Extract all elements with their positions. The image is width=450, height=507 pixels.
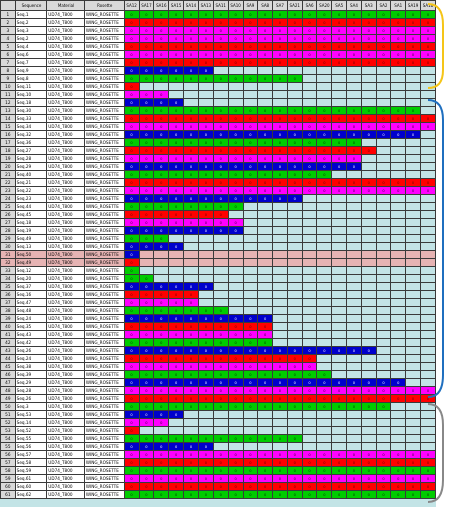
- table-row[interactable]: 44 Seq.24 UD74_T800 WING_ROSETTE 0 0 0 0 0 0 0 0 0 0 0…: [0, 354, 436, 363]
- table-row[interactable]: 60 Seq.60 UD74_T800 WING_ROSETTE 0 0 0 0 0 0 0 0 0 0 0…: [0, 482, 436, 491]
- table-row[interactable]: 41 Seq.43 UD74_T800 WING_ROSETTE 0 0 0 0 0 0 0 0 0 0: [0, 330, 436, 339]
- table-row[interactable]: 21 Seq.40 UD74_T800 WING_ROSETTE 0 0 0 0 0 0 0 0 0 0 0…: [0, 170, 436, 179]
- header-row: Sequence Material Rosette SA12 SA17 SA16 SA15 S…: [0, 0, 436, 11]
- table-row[interactable]: 12 Seq.18 UD74_T800 WING_ROSETTE 0 0 0 0: [0, 98, 436, 107]
- table-row[interactable]: 22 Seq.21 UD74_T800 WING_ROSETTE 0 0 0 0 0 0 0 0 0 0 0…: [0, 178, 436, 187]
- table-row[interactable]: 54 Seq.55 UD74_T800 WING_ROSETTE 0 0 0 0 0 0 0 0 0 0 0…: [0, 434, 436, 443]
- table-row[interactable]: 17 Seq.36 UD74_T800 WING_ROSETTE 0 0 0 0 0 0 0 0 0 0 0…: [0, 138, 436, 147]
- table-row[interactable]: 36 Seq.16 UD74_T800 WING_ROSETTE 0 0 0 0 0: [0, 290, 436, 299]
- ply-cell-filled[interactable]: 0: [286, 490, 303, 499]
- table-row[interactable]: 30 Seq.13 UD74_T800 WING_ROSETTE 0 0 0 0: [0, 242, 436, 251]
- table-row[interactable]: 32 Seq.49 UD74_T800 WING_ROSETTE 0: [0, 258, 436, 267]
- table-row[interactable]: 49 Seq.26 UD74_T800 WING_ROSETTE 0 0 0 0 0 0 0 0 0 0 0…: [0, 394, 436, 403]
- table-row[interactable]: 29 Seq.49 UD74_T800 WING_ROSETTE 0 0 0: [0, 234, 436, 243]
- table-row[interactable]: 4 Seq.2 UD74_T800 WING_ROSETTE 0 0 0 0 0 0 0 0 0 0 0 0 0…: [0, 34, 436, 43]
- table-row[interactable]: 1 Seq.1 UD74_T800 WING_ROSETTE 0 0 0 0 0 0 0 0 0 0 0 0 0…: [0, 10, 436, 19]
- table-row[interactable]: 24 Seq.23 UD74_T800 WING_ROSETTE 0 0 0 0 0 0 0 0 0 0 0…: [0, 194, 436, 203]
- table-row[interactable]: 38 Seq.48 UD74_T800 WING_ROSETTE 0 0 0 0 0 0 0: [0, 306, 436, 315]
- table-row[interactable]: 46 Seq.39 UD74_T800 WING_ROSETTE 0 0 0 0 0 0 0 0 0 0 0…: [0, 370, 436, 379]
- table-row[interactable]: 53 Seq.52 UD74_T800 WING_ROSETTE 0: [0, 426, 436, 435]
- table-row[interactable]: 52 Seq.14 UD74_T800 WING_ROSETTE 0 0 0: [0, 418, 436, 427]
- table-row[interactable]: 20 Seq.29 UD74_T800 WING_ROSETTE 0 0 0 0 0 0 0 0 0 0 0…: [0, 162, 436, 171]
- group-bracket-yellow: [427, 3, 444, 89]
- table-row[interactable]: 26 Seq.45 UD74_T800 WING_ROSETTE 0 0 0 0 0 0 0: [0, 210, 436, 219]
- table-row[interactable]: 11 Seq.10 UD74_T800 WING_ROSETTE 0 0 0: [0, 90, 436, 99]
- table-row[interactable]: 45 Seq.38 UD74_T800 WING_ROSETTE 0 0 0 0 0 0 0 0 0 0 0…: [0, 362, 436, 371]
- table-row[interactable]: 9 Seq.8 UD74_T800 WING_ROSETTE 0 0 0 0 0 0 0 0 0 0 0 0: [0, 74, 436, 83]
- ply-cell-filled[interactable]: 0: [419, 490, 436, 499]
- table-row[interactable]: 33 Seq.12 UD74_T800 WING_ROSETTE 0: [0, 266, 436, 275]
- ply-cell-filled[interactable]: 0: [316, 490, 333, 499]
- table-row[interactable]: 40 Seq.35 UD74_T800 WING_ROSETTE 0 0 0 0 0 0 0 0 0 0: [0, 322, 436, 331]
- ply-sequence-table: Sequence Material Rosette SA12 SA17 SA16 SA15 S…: [0, 0, 436, 499]
- table-row[interactable]: 23 Seq.22 UD74_T800 WING_ROSETTE 0 0 0 0 0 0 0 0 0 0 0…: [0, 186, 436, 195]
- table-row[interactable]: 15 Seq.34 UD74_T800 WING_ROSETTE 0 0 0 0 0 0 0 0 0 0 0…: [0, 122, 436, 131]
- table-row[interactable]: 13 Seq.30 UD74_T800 WING_ROSETTE 0 0 0 0 0 0 0 0 0 0 0…: [0, 106, 436, 115]
- group-bracket-gray: [427, 403, 444, 503]
- table-row[interactable]: 48 Seq.28 UD74_T800 WING_ROSETTE 0 0 0 0 0 0 0 0 0 0 0…: [0, 386, 436, 395]
- table-row[interactable]: 14 Seq.33 UD74_T800 WING_ROSETTE 0 0 0 0 0 0 0 0 0 0 0…: [0, 114, 436, 123]
- table-row[interactable]: 35 Seq.37 UD74_T800 WING_ROSETTE 0 0 0 0 0 0: [0, 282, 436, 291]
- table-row[interactable]: 16 Seq.32 UD74_T800 WING_ROSETTE 0 0 0 0 0 0 0 0 0 0 0…: [0, 130, 436, 139]
- table-row[interactable]: 58 Seq.59 UD74_T800 WING_ROSETTE 0 0 0 0 0 0 0 0 0 0 0…: [0, 466, 436, 475]
- table-body: 1 Seq.1 UD74_T800 WING_ROSETTE 0 0 0 0 0 0 0 0 0 0 0 0 0…: [0, 10, 436, 499]
- table-row[interactable]: 8 Seq.9 UD74_T800 WING_ROSETTE 0 0 0 0 0 0: [0, 66, 436, 75]
- table-row[interactable]: 61 Seq.62 UD74_T800 WING_ROSETTE 0 0 0 0 0 0 0 0 0 0 0…: [0, 490, 436, 499]
- ply-cell-filled[interactable]: 0: [227, 490, 244, 499]
- spreadsheet-grid[interactable]: Sequence Material Rosette SA12 SA17 SA16 SA15 S…: [0, 0, 436, 507]
- table-row[interactable]: 43 Seq.26 UD74_T800 WING_ROSETTE 0 0 0 0 0 0 0 0 0 0 0…: [0, 346, 436, 355]
- rosette-cell[interactable]: WING_ROSETTE: [83, 490, 125, 499]
- table-row[interactable]: 51 Seq.53 UD74_T800 WING_ROSETTE 0 0 0 0: [0, 410, 436, 419]
- group-bracket-blue: [427, 99, 444, 398]
- table-row[interactable]: 31 Seq.50 UD74_T800 WING_ROSETTE 0: [0, 250, 436, 259]
- table-row[interactable]: 57 Seq.58 UD74_T800 WING_ROSETTE 0 0 0 0 0 0 0 0 0 0 0…: [0, 458, 436, 467]
